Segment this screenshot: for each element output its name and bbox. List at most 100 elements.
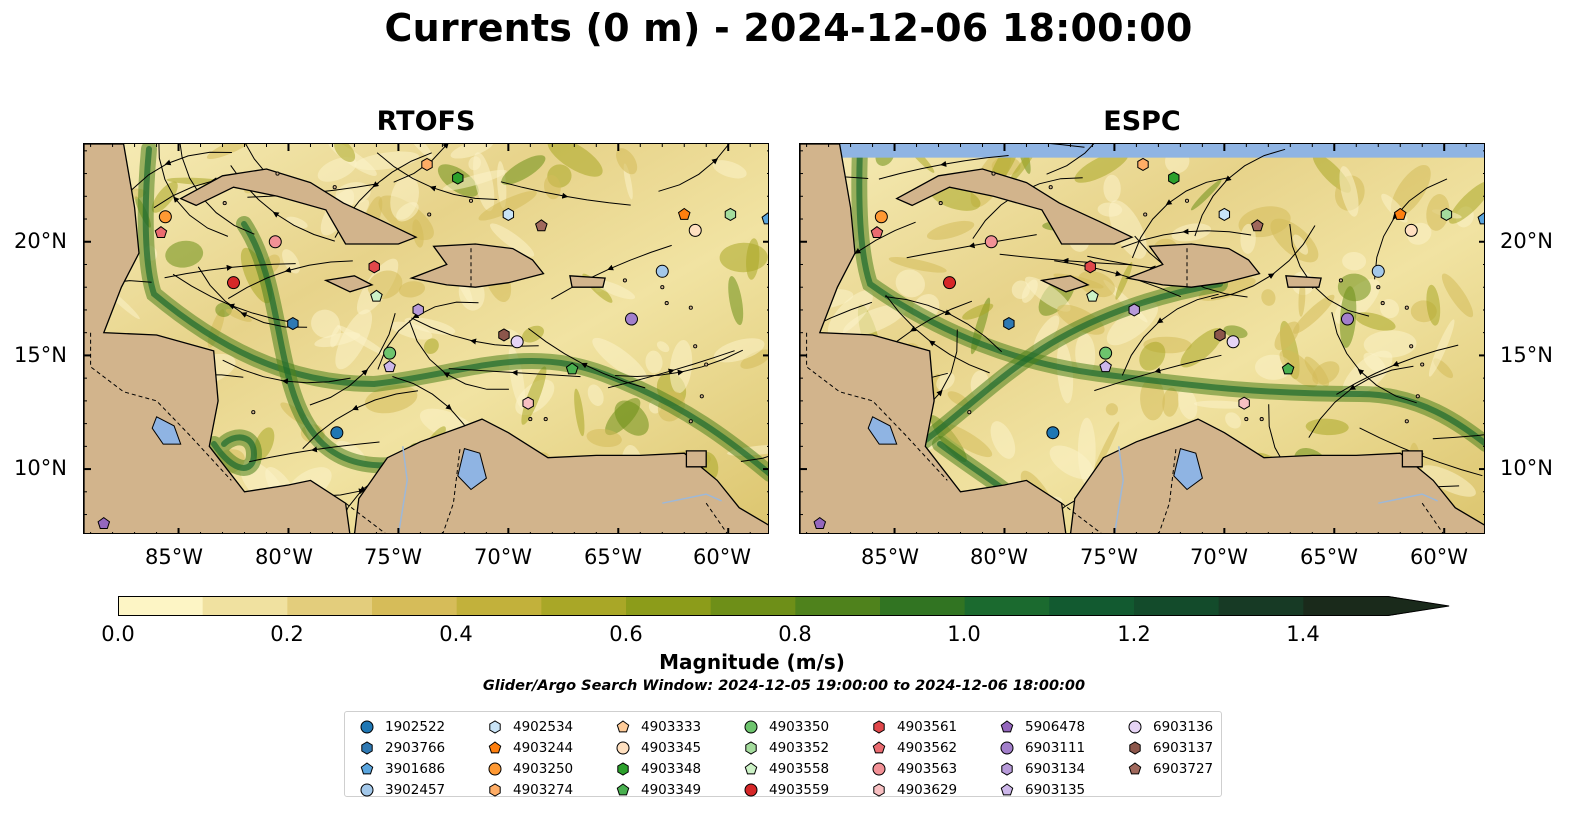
float-marker-4903558[interactable] xyxy=(1086,289,1099,302)
float-marker-5906478[interactable] xyxy=(813,517,827,529)
float-marker-6903111[interactable] xyxy=(1340,312,1354,326)
trinidad-land xyxy=(1401,450,1423,468)
hexagon-marker-icon xyxy=(873,719,885,734)
circle-marker-icon xyxy=(872,762,886,775)
float-marker-4902534[interactable] xyxy=(1218,207,1231,222)
island-5 xyxy=(688,305,693,310)
landmasses xyxy=(800,144,1484,533)
colorbar-extend-arrow xyxy=(1388,596,1450,616)
float-marker-4903274[interactable] xyxy=(1137,157,1149,172)
float-marker-4903559[interactable] xyxy=(943,276,957,290)
float-marker-4902534[interactable] xyxy=(502,207,515,222)
float-marker-2903766[interactable] xyxy=(287,317,299,331)
hexagon-marker-icon xyxy=(617,761,629,776)
legend-item-4903559: 4903559 xyxy=(743,779,829,800)
float-marker-4903348[interactable] xyxy=(1168,171,1180,185)
float-marker-6903134[interactable] xyxy=(412,303,424,317)
cuba-land xyxy=(179,168,418,245)
legend-item-3902457: 3902457 xyxy=(359,779,445,800)
espc-map[interactable] xyxy=(799,143,1485,534)
float-marker-4903562[interactable] xyxy=(870,226,884,239)
float-marker-3901686[interactable] xyxy=(761,212,769,225)
island-13 xyxy=(1380,301,1385,306)
float-marker-6903137[interactable] xyxy=(498,328,510,342)
pentagon-marker-icon xyxy=(1128,761,1142,774)
island-3 xyxy=(427,212,432,217)
float-marker-4903244[interactable] xyxy=(677,207,691,220)
legend-label: 6903111 xyxy=(1025,739,1086,756)
hispaniola-land xyxy=(409,243,545,288)
float-marker-6903134[interactable] xyxy=(1128,303,1140,317)
float-marker-4903562[interactable] xyxy=(154,226,168,239)
colorbar-segment-9 xyxy=(880,596,966,616)
puerto-rico-land xyxy=(569,275,606,288)
pentagon-marker-icon xyxy=(616,782,630,795)
lake-maracaibo xyxy=(1173,447,1203,491)
legend-item-6903137: 6903137 xyxy=(1127,737,1213,758)
float-marker-5906478[interactable] xyxy=(97,517,111,529)
float-marker-4903558[interactable] xyxy=(370,289,383,302)
float-marker-6903136[interactable] xyxy=(510,335,524,349)
map-ticks xyxy=(800,144,1484,533)
float-marker-4903345[interactable] xyxy=(1404,223,1418,237)
float-marker-4903559[interactable] xyxy=(227,276,241,290)
float-marker-3901686[interactable] xyxy=(1477,212,1485,225)
legend-item-1902522: 1902522 xyxy=(359,716,445,737)
lake-nicaragua xyxy=(151,416,182,445)
float-marker-4903352[interactable] xyxy=(1440,207,1453,222)
lon-label-65w-espc: 65°W xyxy=(1300,545,1358,569)
float-marker-4903563[interactable] xyxy=(984,235,998,249)
float-marker-3902457[interactable] xyxy=(655,264,669,278)
rtofs-map[interactable] xyxy=(83,143,769,534)
colorbar-segment-7 xyxy=(710,596,796,616)
float-marker-4903349[interactable] xyxy=(565,362,579,375)
float-marker-6903136[interactable] xyxy=(1226,335,1240,349)
landmasses xyxy=(84,144,768,533)
float-marker-6903137[interactable] xyxy=(1214,328,1226,342)
float-marker-6903727[interactable] xyxy=(535,219,548,232)
float-marker-3902457[interactable] xyxy=(1371,264,1385,278)
float-marker-4903350[interactable] xyxy=(383,346,397,360)
island-11 xyxy=(967,410,972,415)
float-marker-4903348[interactable] xyxy=(452,171,464,185)
legend-column: 4903350 4903352 4903558 4903559 xyxy=(743,716,829,800)
float-marker-4903349[interactable] xyxy=(1281,362,1295,375)
legend-item-4903562: 4903562 xyxy=(871,737,957,758)
float-marker-4903629[interactable] xyxy=(1238,396,1250,410)
float-marker-4903345[interactable] xyxy=(688,223,702,237)
legend-label: 4903563 xyxy=(897,760,958,777)
float-marker-4903561[interactable] xyxy=(1084,260,1096,274)
colorbar-segment-0 xyxy=(118,596,204,616)
float-marker-4903350[interactable] xyxy=(1099,346,1113,360)
float-marker-4903561[interactable] xyxy=(368,260,380,274)
float-marker-6903135[interactable] xyxy=(1099,360,1112,373)
legend-item-4903333: 4903333 xyxy=(615,716,701,737)
colorbar-tick-7: 1.4 xyxy=(1286,622,1320,646)
hexagon-marker-icon xyxy=(361,740,373,755)
legend-column: 6903136 6903137 6903727 xyxy=(1127,716,1213,779)
circle-marker-icon xyxy=(360,720,374,733)
figure-title: Currents (0 m) - 2024-12-06 18:00:00 xyxy=(384,6,1193,50)
lat-label-10n-left: 10°N xyxy=(14,456,67,480)
float-marker-1902522[interactable] xyxy=(1046,426,1060,440)
float-marker-4903352[interactable] xyxy=(724,207,737,222)
float-marker-4903563[interactable] xyxy=(268,235,282,249)
float-marker-4903629[interactable] xyxy=(522,396,534,410)
legend-label: 4903349 xyxy=(641,781,702,798)
float-marker-6903727[interactable] xyxy=(1251,219,1264,232)
float-marker-4903250[interactable] xyxy=(158,210,172,224)
island-14 xyxy=(622,278,627,283)
float-marker-1902522[interactable] xyxy=(330,426,344,440)
island-6 xyxy=(1420,362,1425,367)
float-marker-4903250[interactable] xyxy=(874,210,888,224)
hexagon-marker-icon xyxy=(1001,761,1013,776)
no-data-band xyxy=(800,144,1484,158)
float-marker-6903111[interactable] xyxy=(624,312,638,326)
float-marker-6903135[interactable] xyxy=(383,360,396,373)
float-marker-4903244[interactable] xyxy=(1393,207,1407,220)
lon-label-65w-rtofs: 65°W xyxy=(584,545,642,569)
float-marker-2903766[interactable] xyxy=(1003,317,1015,331)
pentagon-marker-icon xyxy=(1000,782,1014,795)
float-marker-4903274[interactable] xyxy=(421,157,433,172)
river-0 xyxy=(1113,446,1124,533)
